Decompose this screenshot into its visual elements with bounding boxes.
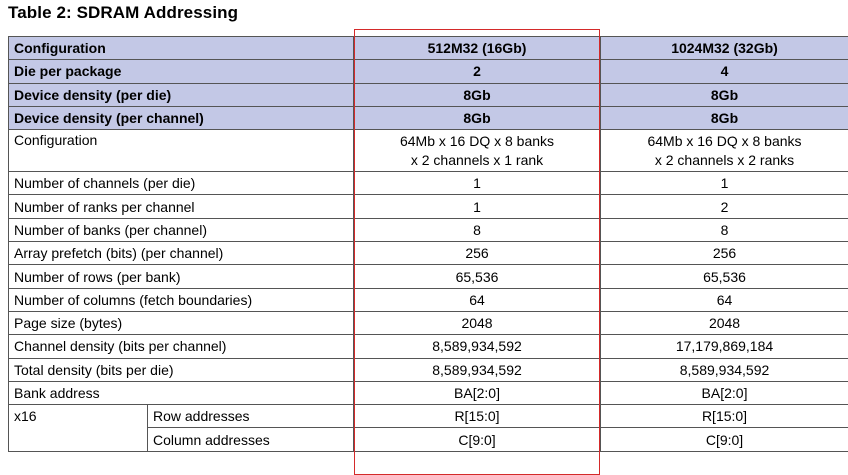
- header-row-density-per-die: Device density (per die) 8Gb 8Gb: [7, 82, 848, 107]
- cell-1024m32: 8: [600, 217, 848, 243]
- row-label: Channel density (bits per channel): [7, 334, 355, 359]
- cell-512m32: R[15:0]: [353, 404, 602, 429]
- config-line-2: x 2 channels x 1 rank: [410, 152, 544, 169]
- row-label: Total density (bits per die): [7, 357, 355, 382]
- cell-512m32: 8Gb: [353, 105, 602, 131]
- config-line-1: 64Mb x 16 DQ x 8 banks: [399, 133, 555, 150]
- cell-512m32: 2048: [353, 310, 602, 336]
- table-row: Channel density (bits per channel) 8,589…: [7, 334, 848, 359]
- table-title: Table 2: SDRAM Addressing: [8, 3, 239, 22]
- cell-1024m32: 2048: [600, 310, 848, 336]
- row-label: Page size (bytes): [7, 310, 355, 336]
- cell-1024m32: 64Mb x 16 DQ x 8 banks x 2 channels x 2 …: [600, 129, 848, 173]
- row-label: Configuration: [7, 35, 355, 61]
- row-label: Number of columns (fetch boundaries): [7, 287, 355, 312]
- cell-512m32: BA[2:0]: [353, 380, 602, 406]
- config-line-2: x 2 channels x 2 ranks: [654, 152, 795, 169]
- cell-512m32: 8Gb: [353, 82, 602, 107]
- table-row: Bank address BA[2:0] BA[2:0]: [7, 380, 848, 406]
- table-row-column-addresses: Column addresses C[9:0] C[9:0]: [9, 427, 848, 452]
- row-label: Die per package: [7, 59, 355, 84]
- row-label: Configuration: [7, 129, 355, 173]
- table-row: Array prefetch (bits) (per channel) 256 …: [7, 241, 848, 266]
- cell-512m32: 2: [353, 59, 602, 84]
- table-row: Number of ranks per channel 1 2: [7, 194, 848, 219]
- header-row-die-per-package: Die per package 2 4: [7, 59, 848, 84]
- row-label: Number of channels (per die): [7, 171, 355, 196]
- cell-1024m32: 256: [600, 241, 848, 266]
- row-label: Row addresses: [146, 404, 355, 429]
- cell-512m32: C[9:0]: [353, 427, 602, 452]
- table-row: Total density (bits per die) 8,589,934,5…: [7, 357, 848, 382]
- row-label: Number of rows (per bank): [7, 264, 355, 289]
- header-row-configuration: Configuration 512M32 (16Gb) 1024M32 (32G…: [7, 35, 848, 61]
- cell-1024m32: 1: [600, 171, 848, 196]
- row-label: Column addresses: [146, 427, 355, 452]
- cell-1024m32: 4: [600, 59, 848, 84]
- cell-512m32: 1: [353, 171, 602, 196]
- cell-1024m32: C[9:0]: [600, 427, 848, 452]
- row-label: Device density (per die): [7, 82, 355, 107]
- header-row-density-per-channel: Device density (per channel) 8Gb 8Gb: [7, 105, 848, 131]
- row-label: Number of ranks per channel: [7, 194, 355, 219]
- row-label: Array prefetch (bits) (per channel): [7, 241, 355, 266]
- cell-1024m32: 1024M32 (32Gb): [600, 35, 848, 61]
- cell-1024m32: 2: [600, 194, 848, 219]
- x16-label: x16: [8, 404, 148, 452]
- cell-1024m32: R[15:0]: [600, 404, 848, 429]
- cell-512m32: 65,536: [353, 264, 602, 289]
- cell-1024m32: 17,179,869,184: [600, 334, 848, 359]
- cell-1024m32: 8Gb: [600, 105, 848, 131]
- table-row-configuration: Configuration 64Mb x 16 DQ x 8 banks x 2…: [7, 129, 848, 173]
- cell-1024m32: 65,536: [600, 264, 848, 289]
- cell-512m32: 256: [353, 241, 602, 266]
- cell-512m32: 8,589,934,592: [353, 334, 602, 359]
- cell-1024m32: 8Gb: [600, 82, 848, 107]
- cell-512m32: 8: [353, 217, 602, 243]
- table-row: Number of banks (per channel) 8 8: [7, 217, 848, 243]
- table-row-row-addresses: x16 Row addresses R[15:0] R[15:0]: [8, 404, 848, 452]
- table-row: Number of rows (per bank) 65,536 65,536: [7, 264, 848, 289]
- cell-1024m32: 8,589,934,592: [600, 357, 848, 382]
- cell-512m32: 64: [353, 287, 602, 312]
- row-label: Device density (per channel): [7, 105, 355, 131]
- config-line-1: 64Mb x 16 DQ x 8 banks: [647, 133, 802, 150]
- cell-512m32: 512M32 (16Gb): [353, 35, 602, 61]
- sdram-addressing-table: Configuration 512M32 (16Gb) 1024M32 (32G…: [7, 35, 848, 452]
- cell-512m32: 1: [353, 194, 602, 219]
- cell-1024m32: BA[2:0]: [600, 380, 848, 406]
- cell-512m32: 8,589,934,592: [353, 357, 602, 382]
- table-row: Number of columns (fetch boundaries) 64 …: [7, 287, 848, 312]
- table-row: Page size (bytes) 2048 2048: [7, 310, 848, 336]
- row-label: Bank address: [7, 380, 355, 406]
- cell-512m32: 64Mb x 16 DQ x 8 banks x 2 channels x 1 …: [353, 129, 602, 173]
- cell-1024m32: 64: [600, 287, 848, 312]
- table-row: Number of channels (per die) 1 1: [7, 171, 848, 196]
- row-label: Number of banks (per channel): [7, 217, 355, 243]
